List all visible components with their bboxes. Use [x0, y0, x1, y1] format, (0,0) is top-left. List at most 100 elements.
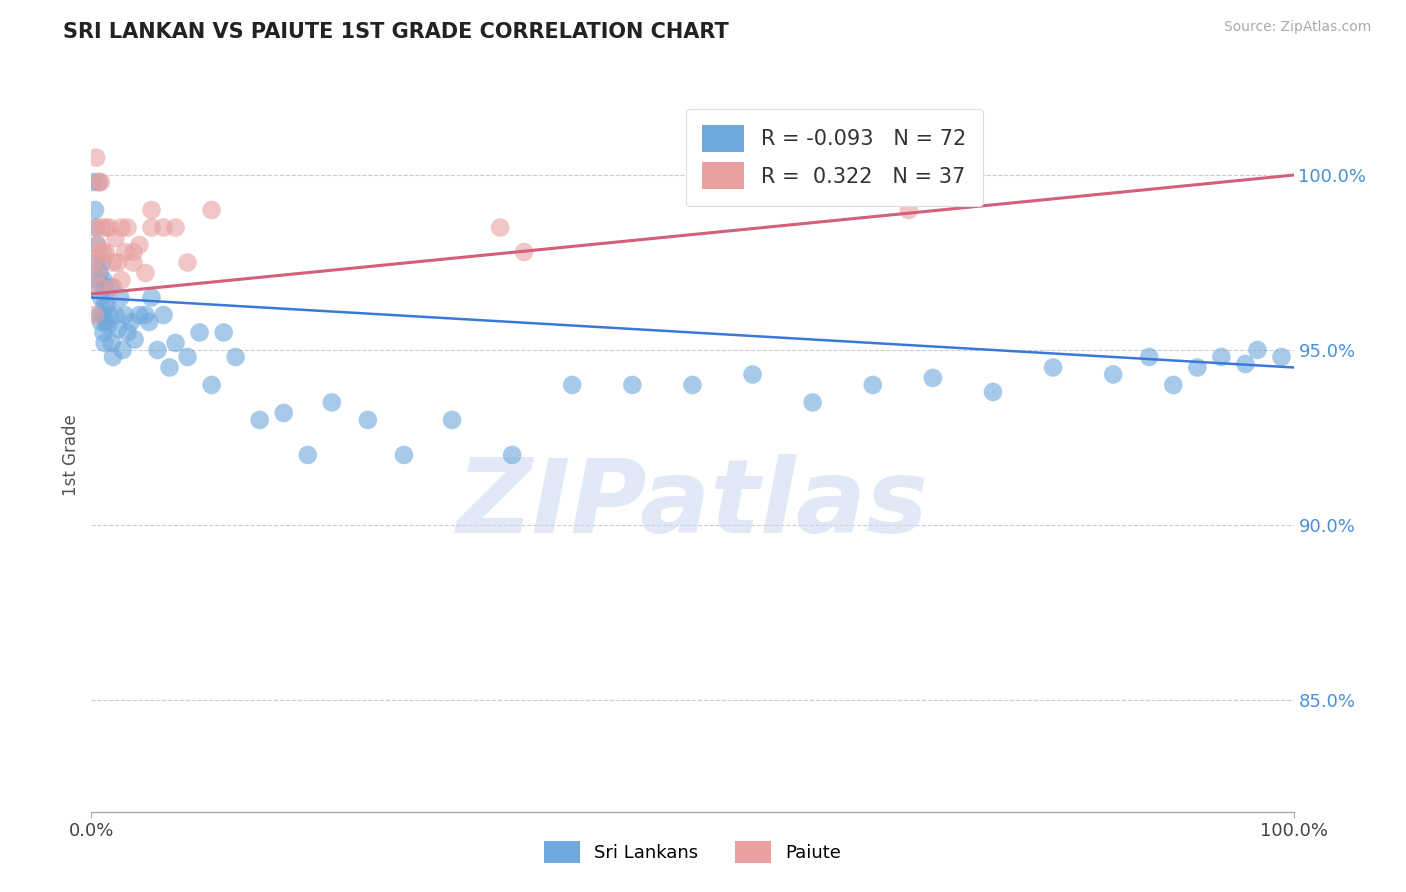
- Point: [141, 291, 163, 305]
- Point: [1246, 343, 1268, 357]
- Point: [84, 151, 107, 165]
- Point: [89, 266, 111, 280]
- Point: [1137, 350, 1160, 364]
- Point: [1211, 350, 1233, 364]
- Point: [97, 318, 120, 333]
- Point: [249, 413, 271, 427]
- Point: [862, 378, 884, 392]
- Point: [89, 280, 111, 294]
- Point: [681, 378, 703, 392]
- Point: [124, 333, 146, 347]
- Point: [176, 350, 198, 364]
- Point: [1234, 357, 1257, 371]
- Point: [122, 245, 145, 260]
- Point: [84, 255, 107, 269]
- Point: [141, 220, 163, 235]
- Y-axis label: 1st Grade: 1st Grade: [62, 414, 80, 496]
- Point: [159, 360, 181, 375]
- Point: [94, 220, 117, 235]
- Legend: Sri Lankans, Paiute: Sri Lankans, Paiute: [537, 834, 848, 871]
- Point: [188, 326, 211, 340]
- Point: [1270, 350, 1292, 364]
- Point: [201, 202, 224, 217]
- Point: [321, 395, 343, 409]
- Point: [84, 202, 107, 217]
- Text: ZIPatlas: ZIPatlas: [457, 454, 928, 556]
- Point: [87, 175, 110, 189]
- Point: [134, 308, 156, 322]
- Point: [152, 308, 174, 322]
- Point: [122, 255, 145, 269]
- Point: [114, 308, 136, 322]
- Point: [107, 322, 129, 336]
- Point: [1187, 360, 1209, 375]
- Point: [93, 336, 115, 351]
- Point: [165, 336, 187, 351]
- Point: [141, 202, 163, 217]
- Point: [93, 245, 115, 260]
- Point: [128, 308, 150, 322]
- Point: [152, 220, 174, 235]
- Text: Source: ZipAtlas.com: Source: ZipAtlas.com: [1223, 20, 1371, 34]
- Point: [104, 231, 127, 245]
- Point: [104, 308, 127, 322]
- Point: [922, 371, 945, 385]
- Point: [981, 384, 1004, 399]
- Point: [93, 326, 115, 340]
- Point: [1042, 360, 1064, 375]
- Point: [862, 175, 884, 189]
- Point: [110, 220, 132, 235]
- Point: [86, 238, 108, 252]
- Point: [101, 350, 124, 364]
- Point: [89, 245, 111, 260]
- Point: [741, 368, 763, 382]
- Point: [94, 280, 117, 294]
- Point: [489, 220, 512, 235]
- Point: [101, 280, 124, 294]
- Point: [501, 448, 523, 462]
- Point: [90, 291, 112, 305]
- Point: [84, 220, 107, 235]
- Point: [94, 245, 117, 260]
- Point: [98, 220, 121, 235]
- Point: [513, 245, 536, 260]
- Point: [83, 175, 105, 189]
- Point: [86, 273, 108, 287]
- Point: [100, 280, 122, 294]
- Point: [87, 280, 110, 294]
- Point: [117, 220, 139, 235]
- Point: [86, 238, 108, 252]
- Point: [91, 220, 114, 235]
- Point: [138, 315, 160, 329]
- Point: [91, 308, 114, 322]
- Point: [101, 255, 124, 269]
- Point: [93, 297, 115, 311]
- Point: [1161, 378, 1184, 392]
- Point: [101, 336, 124, 351]
- Point: [83, 255, 105, 269]
- Point: [117, 326, 139, 340]
- Point: [110, 291, 132, 305]
- Point: [91, 255, 114, 269]
- Point: [84, 308, 107, 322]
- Point: [273, 406, 295, 420]
- Point: [94, 315, 117, 329]
- Point: [621, 378, 644, 392]
- Point: [801, 395, 824, 409]
- Point: [392, 448, 415, 462]
- Point: [146, 343, 169, 357]
- Point: [107, 255, 129, 269]
- Point: [561, 378, 583, 392]
- Point: [357, 413, 380, 427]
- Point: [176, 255, 198, 269]
- Point: [128, 238, 150, 252]
- Point: [84, 220, 107, 235]
- Point: [201, 378, 224, 392]
- Point: [212, 326, 235, 340]
- Point: [114, 245, 136, 260]
- Point: [440, 413, 463, 427]
- Point: [93, 273, 115, 287]
- Point: [111, 343, 134, 357]
- Point: [90, 175, 112, 189]
- Point: [165, 220, 187, 235]
